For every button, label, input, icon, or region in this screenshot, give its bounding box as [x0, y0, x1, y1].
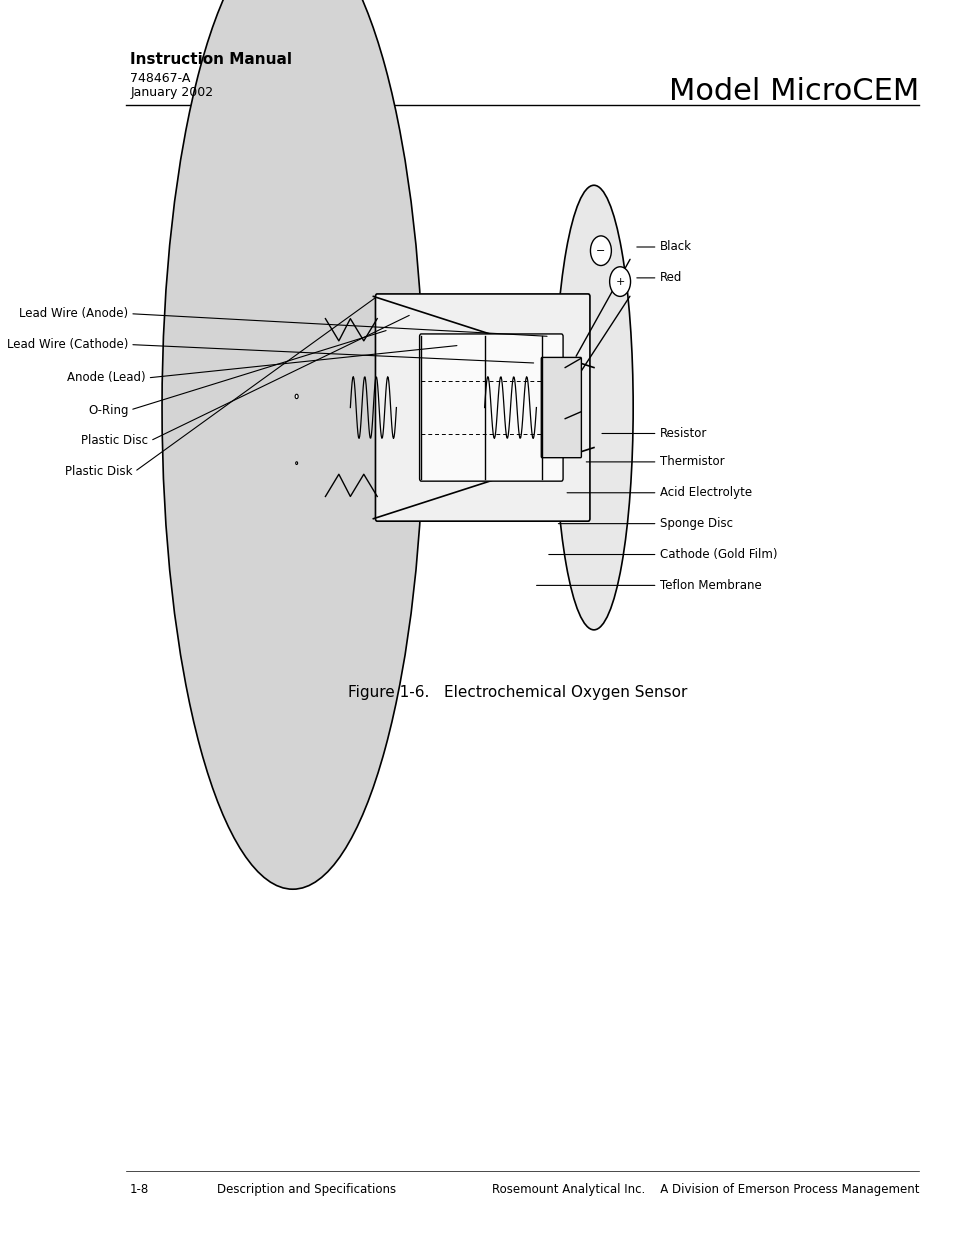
Text: Teflon Membrane: Teflon Membrane: [659, 579, 761, 592]
Text: −: −: [596, 246, 605, 256]
Text: +: +: [615, 277, 624, 287]
Text: Lead Wire (Cathode): Lead Wire (Cathode): [7, 338, 129, 351]
Text: Anode (Lead): Anode (Lead): [67, 372, 146, 384]
Text: Sponge Disc: Sponge Disc: [659, 517, 733, 530]
Text: Red: Red: [659, 272, 681, 284]
Text: Model MicroCEM: Model MicroCEM: [668, 77, 918, 105]
Text: January 2002: January 2002: [130, 86, 213, 100]
Circle shape: [294, 394, 298, 399]
Ellipse shape: [554, 185, 633, 630]
Circle shape: [590, 236, 611, 266]
Text: Plastic Disc: Plastic Disc: [81, 435, 149, 447]
Text: Acid Electrolyte: Acid Electrolyte: [659, 487, 752, 499]
Text: Description and Specifications: Description and Specifications: [217, 1183, 396, 1197]
Text: Black: Black: [659, 241, 692, 253]
Text: Cathode (Gold Film): Cathode (Gold Film): [659, 548, 777, 561]
Text: 1-8: 1-8: [130, 1183, 150, 1197]
Text: Lead Wire (Anode): Lead Wire (Anode): [19, 308, 129, 320]
Text: Plastic Disk: Plastic Disk: [65, 466, 132, 478]
FancyBboxPatch shape: [419, 333, 562, 482]
Text: Instruction Manual: Instruction Manual: [130, 52, 292, 67]
Text: Figure 1-6.   Electrochemical Oxygen Sensor: Figure 1-6. Electrochemical Oxygen Senso…: [348, 685, 687, 700]
Text: Rosemount Analytical Inc.    A Division of Emerson Process Management: Rosemount Analytical Inc. A Division of …: [491, 1183, 918, 1197]
Text: 748467-A: 748467-A: [130, 72, 191, 85]
Text: Thermistor: Thermistor: [659, 456, 724, 468]
FancyBboxPatch shape: [540, 357, 580, 458]
Circle shape: [609, 267, 630, 296]
Text: O-Ring: O-Ring: [88, 404, 129, 416]
Text: Resistor: Resistor: [659, 427, 707, 440]
Circle shape: [295, 462, 297, 464]
Ellipse shape: [162, 0, 423, 889]
FancyBboxPatch shape: [375, 294, 589, 521]
